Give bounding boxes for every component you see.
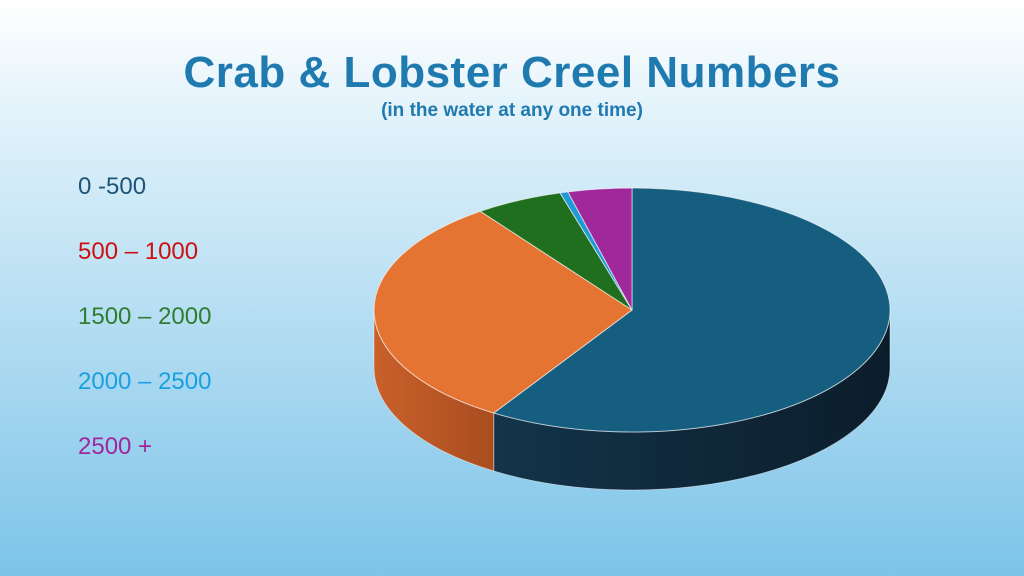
- pie-slices: [373, 187, 891, 433]
- legend-item-2000-2500: 2000 – 2500: [78, 368, 212, 395]
- chart-legend: 0 -500 500 – 1000 1500 – 2000 2000 – 250…: [78, 172, 211, 497]
- pie-slice-2500: [567, 187, 633, 311]
- legend-item-0-500: 0 -500: [78, 173, 147, 200]
- legend-item-1500-2000: 1500 – 2000: [78, 303, 212, 330]
- chart-subtitle: (in the water at any one time): [381, 100, 643, 121]
- legend-item-500-1000: 500 – 1000: [78, 238, 199, 265]
- chart-title: Crab & Lobster Creel Numbers: [183, 48, 841, 97]
- pie-slice-0-500: [492, 187, 891, 433]
- legend-item-2500-plus: 2500 +: [78, 433, 153, 460]
- pie-slice-500-1000: [373, 210, 633, 414]
